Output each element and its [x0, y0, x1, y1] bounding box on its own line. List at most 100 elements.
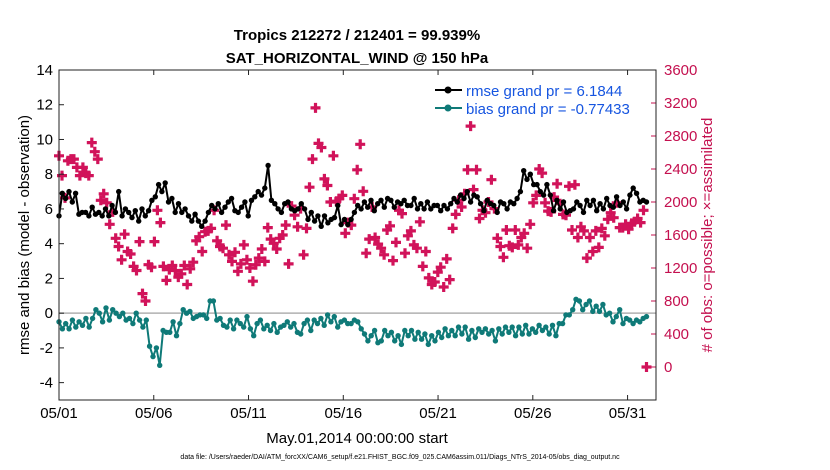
- obs-assimilated-marker: [552, 178, 563, 189]
- obs-marker-glyph: [110, 233, 121, 244]
- rmse-point: [358, 206, 364, 212]
- obs-marker-glyph: [238, 239, 249, 250]
- obs-marker-glyph: [471, 164, 482, 175]
- rmse-point: [365, 204, 371, 210]
- x-tick-label: 05/21: [419, 405, 457, 422]
- obs-assimilated-marker: [322, 180, 333, 191]
- x-tick-label: 05/16: [325, 405, 363, 422]
- obs-marker-glyph: [218, 243, 228, 254]
- rmse-point: [311, 218, 318, 224]
- bias-point: [341, 317, 348, 323]
- obs-assimilated-marker: [379, 249, 390, 260]
- bias-point: [459, 331, 465, 337]
- obs-marker-glyph: [268, 238, 279, 249]
- rmse-point: [501, 201, 507, 207]
- obs-assimilated-marker: [62, 155, 73, 166]
- obs-marker-glyph: [420, 246, 431, 257]
- obs-assimilated-marker: [498, 252, 509, 263]
- obs-marker-glyph: [98, 188, 109, 199]
- obs-assimilated-marker: [212, 235, 223, 246]
- obs-marker-glyph: [146, 262, 157, 273]
- rmse-point: [209, 202, 215, 209]
- bias-point: [536, 322, 542, 328]
- obs-marker-glyph: [158, 261, 169, 272]
- bias-point: [593, 303, 599, 309]
- obs-marker-glyph: [388, 255, 398, 266]
- obs-marker-glyph: [173, 272, 184, 283]
- obs-marker-glyph: [92, 154, 103, 165]
- obs-assimilated-marker: [596, 223, 607, 234]
- bias-point: [324, 312, 331, 318]
- rmse-point: [444, 206, 451, 212]
- obs-assimilated-marker: [486, 174, 497, 185]
- obs-assimilated-marker: [340, 228, 351, 239]
- rmse-point: [540, 192, 547, 198]
- obs-marker-glyph: [561, 210, 571, 221]
- obs-assimilated-marker: [92, 154, 103, 165]
- obs-marker-glyph: [113, 241, 124, 252]
- obs-marker-glyph: [376, 243, 387, 254]
- obs-marker-glyph: [528, 197, 539, 208]
- obs-assimilated-marker: [328, 150, 339, 161]
- rmse-point: [155, 181, 162, 188]
- obs-marker-glyph: [549, 192, 560, 203]
- rmse-point: [441, 202, 447, 209]
- obs-assimilated-marker: [185, 263, 196, 274]
- obs-assimilated-marker: [474, 213, 485, 224]
- obs-assimilated-marker: [540, 197, 551, 208]
- obs-assimilated-marker: [116, 254, 127, 265]
- rmse-point: [434, 202, 441, 209]
- obs-assimilated-marker: [176, 268, 187, 279]
- obs-assimilated-marker: [555, 198, 565, 209]
- obs-marker-glyph: [77, 162, 88, 173]
- bias-point: [580, 307, 586, 313]
- obs-assimilated-marker: [158, 261, 169, 272]
- bias-point: [445, 333, 452, 339]
- rmse-point: [205, 209, 212, 216]
- rmse-point: [195, 218, 202, 224]
- rmse-point: [145, 208, 152, 214]
- bias-point: [96, 310, 103, 316]
- bias-point: [388, 329, 395, 335]
- obs-assimilated-marker: [590, 225, 601, 236]
- bias-point: [318, 315, 324, 322]
- bias-point: [613, 313, 619, 320]
- obs-marker-glyph: [370, 232, 381, 243]
- obs-marker-glyph: [435, 262, 446, 273]
- obs-marker-glyph: [540, 197, 551, 208]
- rmse-point: [574, 199, 580, 205]
- obs-marker-glyph: [194, 231, 205, 242]
- y-tick-label: -4: [40, 375, 53, 392]
- obs-assimilated-marker: [355, 139, 366, 150]
- rmse-point: [305, 216, 311, 223]
- obs-assimilated-marker: [587, 246, 598, 257]
- rmse-point: [610, 204, 616, 210]
- obs-assimilated-marker: [238, 239, 249, 250]
- bias-point: [543, 324, 549, 330]
- obs-assimilated-marker: [605, 207, 616, 218]
- x-tick-label: 05/01: [40, 405, 78, 422]
- obs-assimilated-marker: [77, 162, 88, 173]
- obs-marker-glyph: [271, 244, 282, 254]
- rmse-point: [511, 201, 517, 207]
- obs-marker-glyph: [340, 228, 351, 239]
- obs-assimilated-marker: [510, 225, 521, 235]
- rmse-point: [577, 202, 583, 209]
- obs-marker-glyph: [83, 170, 94, 181]
- obs-assimilated-marker: [450, 209, 461, 220]
- bias-point: [291, 320, 297, 327]
- rmse-point: [228, 195, 235, 202]
- obs-assimilated-marker: [262, 222, 273, 233]
- obs-assimilated-marker: [632, 213, 643, 224]
- obs-marker-glyph: [531, 190, 542, 201]
- bias-point: [590, 308, 596, 315]
- obs-assimilated-marker: [522, 243, 533, 254]
- obs-assimilated-marker: [411, 243, 422, 254]
- obs-marker-glyph: [283, 258, 294, 269]
- obs-assimilated-marker: [128, 261, 139, 272]
- obs-marker-glyph: [492, 233, 503, 244]
- obs-marker-glyph: [611, 197, 622, 208]
- obs-assimilated-marker: [230, 247, 240, 258]
- rmse-series-line: [58, 164, 647, 228]
- y2-tick-label: 1600: [664, 227, 697, 244]
